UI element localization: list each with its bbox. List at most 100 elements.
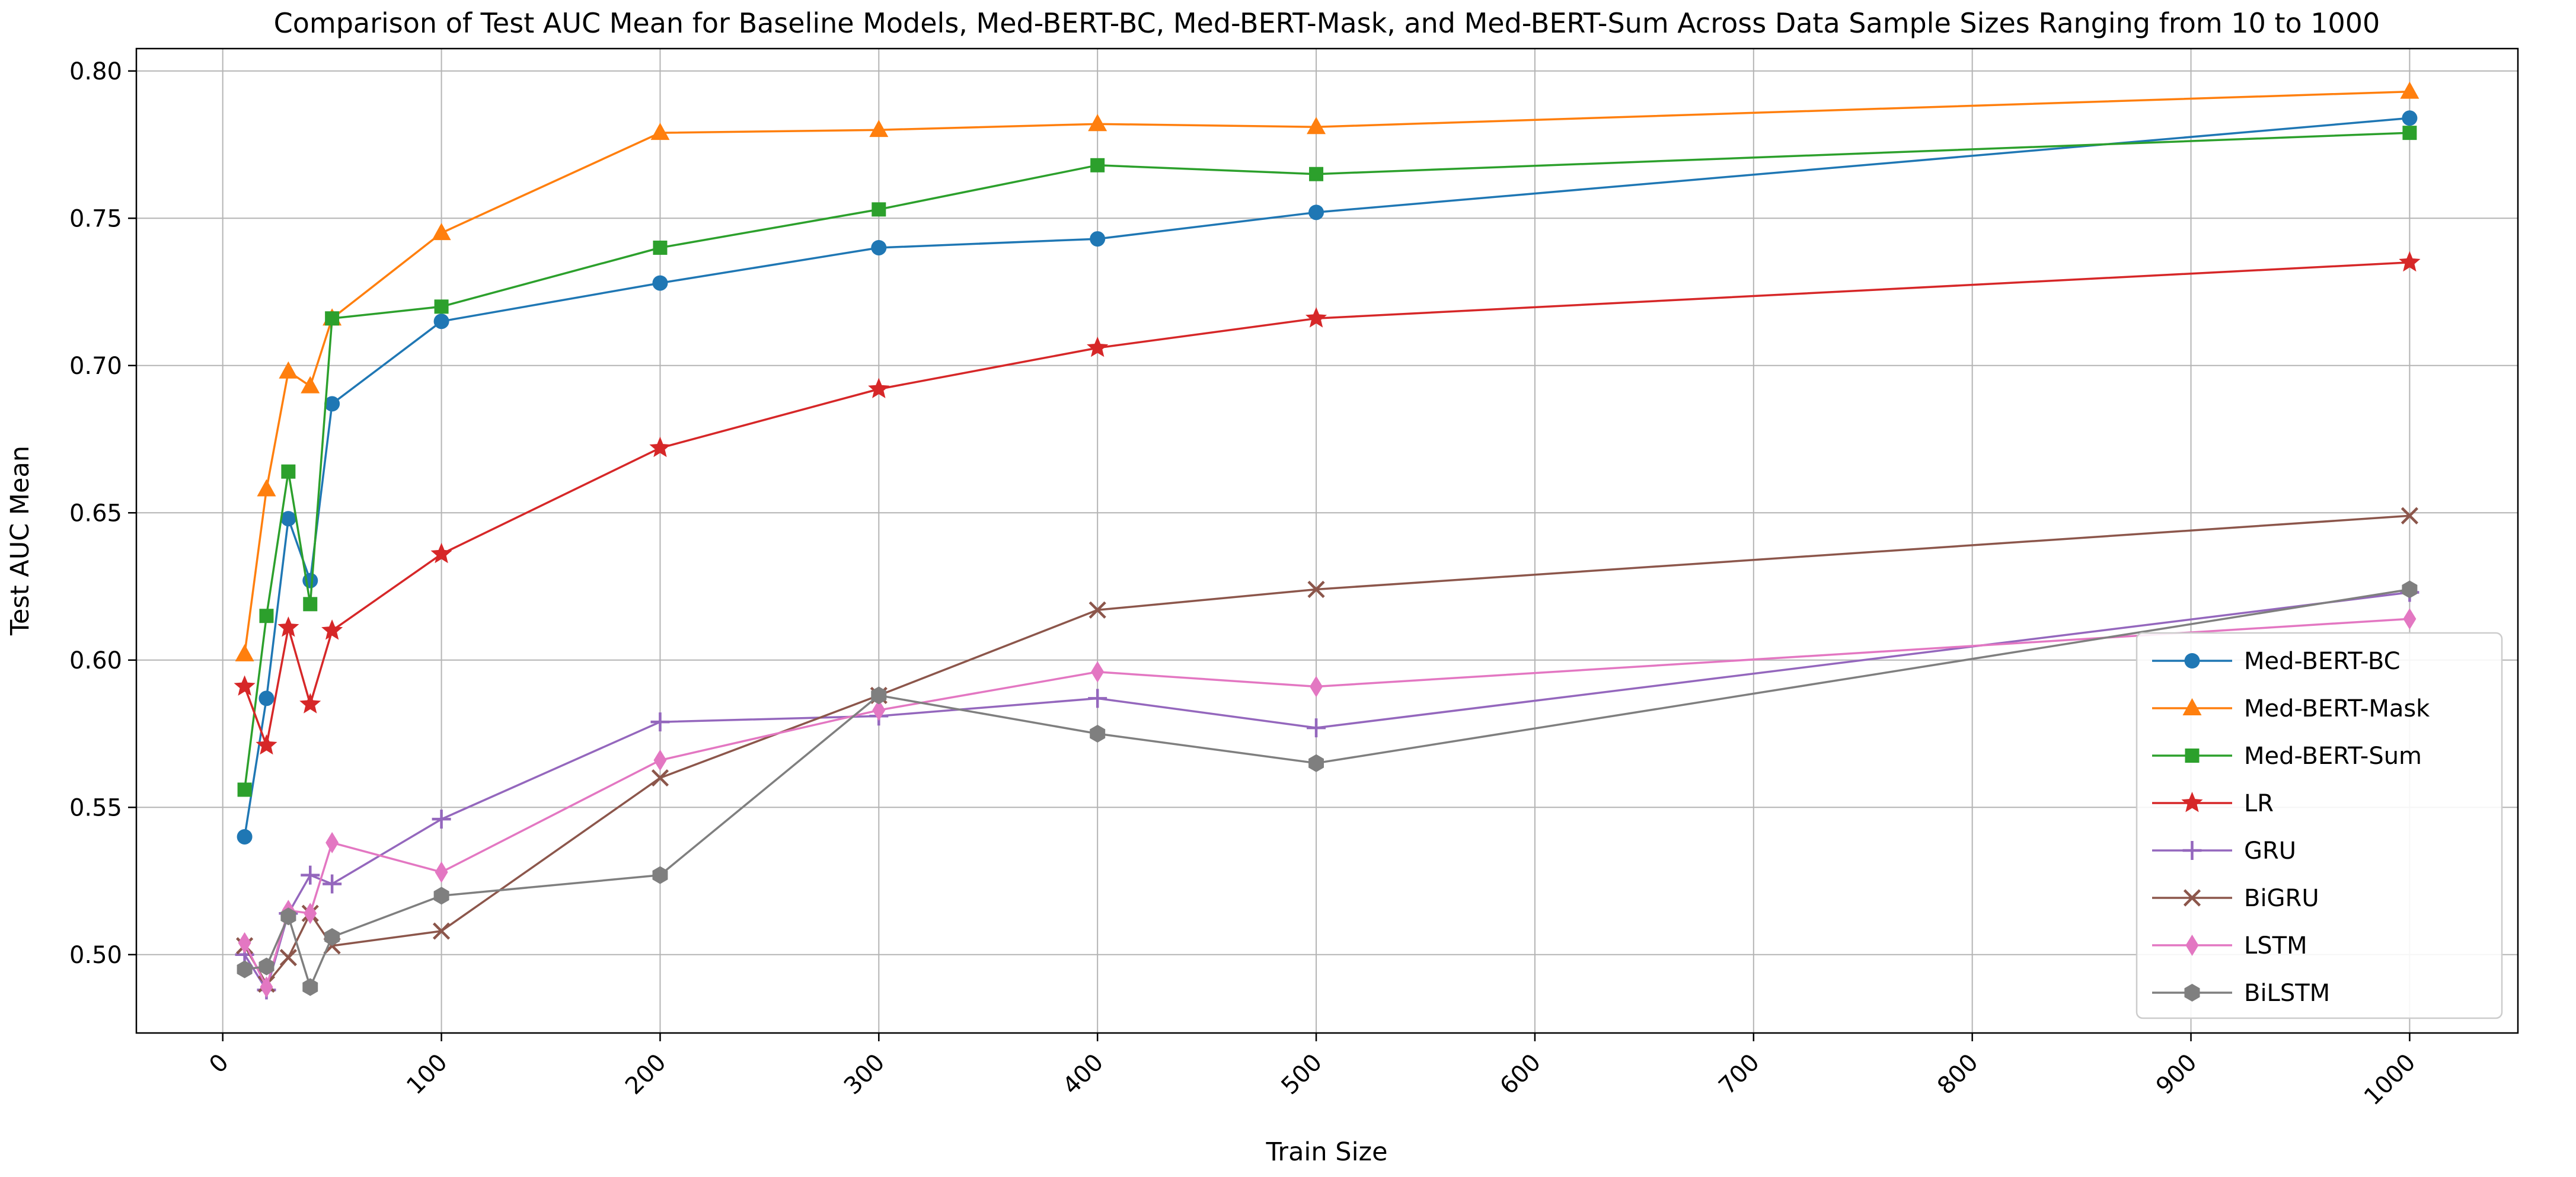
marker-lr xyxy=(1305,307,1327,328)
legend-item-lstm: LSTM xyxy=(2152,932,2307,959)
plot-border xyxy=(135,47,2519,1034)
marker-bigru xyxy=(2401,507,2419,524)
legend-item-bilstm: BiLSTM xyxy=(2152,980,2330,1007)
y-tick-label: 0.50 xyxy=(69,942,122,969)
y-tick-label: 0.60 xyxy=(69,647,122,674)
marker-bilstm xyxy=(324,928,340,946)
marker-med-bert-mask xyxy=(1307,117,1326,135)
x-axis-label: Train Size xyxy=(1265,1137,1387,1167)
y-tick-label: 0.55 xyxy=(69,794,122,821)
legend-label: Med-BERT-Sum xyxy=(2244,743,2422,770)
marker-gru xyxy=(432,810,451,829)
marker-med-bert-bc xyxy=(324,396,340,412)
legend-item-med-bert-mask: Med-BERT-Mask xyxy=(2152,695,2430,722)
marker-med-bert-sum xyxy=(259,609,274,623)
y-tick-label: 0.65 xyxy=(69,500,122,527)
legend: Med-BERT-BC Med-BERT-Mask Med-BERT-Sum LR GR… xyxy=(2136,632,2503,1019)
series-line-med-bert-bc xyxy=(243,117,2410,837)
marker-gru xyxy=(650,712,670,732)
star-icon xyxy=(2181,792,2203,813)
marker-med-bert-mask xyxy=(432,223,451,241)
x-tick-label: 0 xyxy=(204,1049,234,1079)
legend-frame xyxy=(2136,632,2503,1019)
marker-med-bert-sum xyxy=(1309,167,1324,181)
marker-bilstm xyxy=(2402,580,2418,599)
x-tick-label: 800 xyxy=(1932,1049,1984,1101)
marker-gru xyxy=(301,865,320,885)
marker-gru xyxy=(323,874,342,894)
marker-bilstm xyxy=(258,957,274,975)
x-tick-label: 600 xyxy=(1495,1049,1546,1101)
marker-med-bert-mask xyxy=(869,120,889,137)
legend-item-med-bert-sum: Med-BERT-Sum xyxy=(2152,743,2422,770)
marker-med-bert-mask xyxy=(279,361,298,379)
marker-med-bert-bc xyxy=(258,690,274,706)
marker-lr xyxy=(299,693,321,714)
marker-bigru xyxy=(1307,580,1325,599)
series-line-bigru xyxy=(244,514,2410,986)
marker-gru xyxy=(1307,718,1326,738)
marker-med-bert-sum xyxy=(303,597,318,612)
x-tick-label: 200 xyxy=(620,1049,672,1101)
chart-title: Comparison of Test AUC Mean for Baseline… xyxy=(274,7,2380,39)
marker-med-bert-bc xyxy=(652,275,668,291)
marker-bigru xyxy=(1089,601,1106,619)
series-line-med-bert-sum xyxy=(243,132,2410,790)
marker-lr xyxy=(2399,251,2421,272)
marker-bigru xyxy=(279,949,297,967)
marker-bilstm xyxy=(237,960,253,978)
diamond-icon xyxy=(2185,935,2199,956)
hexagon-icon xyxy=(2184,984,2200,1002)
marker-bigru xyxy=(651,769,669,787)
marker-bigru xyxy=(432,922,451,940)
marker-med-bert-sum xyxy=(325,311,340,326)
marker-bilstm xyxy=(280,907,296,926)
marker-med-bert-sum xyxy=(2402,126,2417,140)
marker-lstm xyxy=(2403,608,2417,630)
x-tick-label: 1000 xyxy=(2359,1049,2421,1111)
marker-lstm xyxy=(653,749,667,771)
marker-med-bert-bc xyxy=(1090,231,1106,247)
marker-lstm xyxy=(304,903,317,925)
marker-lstm xyxy=(325,831,339,853)
x-tick-label: 900 xyxy=(2151,1049,2202,1101)
marker-lr xyxy=(649,436,671,458)
legend-item-bigru: BiGRU xyxy=(2152,885,2319,912)
marker-lr xyxy=(234,675,256,696)
marker-lr xyxy=(868,378,890,398)
marker-med-bert-sum xyxy=(653,240,668,255)
triangle-icon xyxy=(2182,698,2202,715)
marker-gru xyxy=(1088,689,1107,708)
series-line-lr xyxy=(243,261,2410,747)
marker-med-bert-mask xyxy=(650,123,670,140)
legend-item-lr: LR xyxy=(2152,790,2274,817)
legend-label: BiGRU xyxy=(2244,885,2319,912)
marker-med-bert-bc xyxy=(433,314,449,330)
marker-med-bert-sum xyxy=(237,782,252,797)
marker-med-bert-bc xyxy=(237,829,253,845)
legend-label: GRU xyxy=(2244,837,2296,865)
y-tick-label: 0.70 xyxy=(69,353,122,380)
marker-lstm xyxy=(1091,661,1105,683)
marker-bilstm xyxy=(871,686,887,705)
legend-label: LSTM xyxy=(2244,932,2307,959)
x-icon xyxy=(2183,889,2201,907)
marker-lstm xyxy=(872,699,886,721)
marker-med-bert-sum xyxy=(872,202,886,217)
plus-icon xyxy=(2182,841,2202,860)
marker-med-bert-bc xyxy=(1308,204,1324,220)
marker-med-bert-mask xyxy=(301,376,320,394)
marker-med-bert-bc xyxy=(871,239,887,255)
marker-lr xyxy=(321,619,343,640)
marker-med-bert-mask xyxy=(1088,114,1107,132)
legend-label: LR xyxy=(2244,790,2274,817)
x-tick-label: 100 xyxy=(401,1049,453,1101)
marker-med-bert-mask xyxy=(257,479,276,497)
square-icon xyxy=(2185,749,2200,763)
legend-item-med-bert-bc: Med-BERT-BC xyxy=(2152,648,2401,675)
marker-lr xyxy=(277,616,299,637)
marker-lstm xyxy=(238,932,251,954)
x-tick-label: 400 xyxy=(1058,1049,1109,1101)
